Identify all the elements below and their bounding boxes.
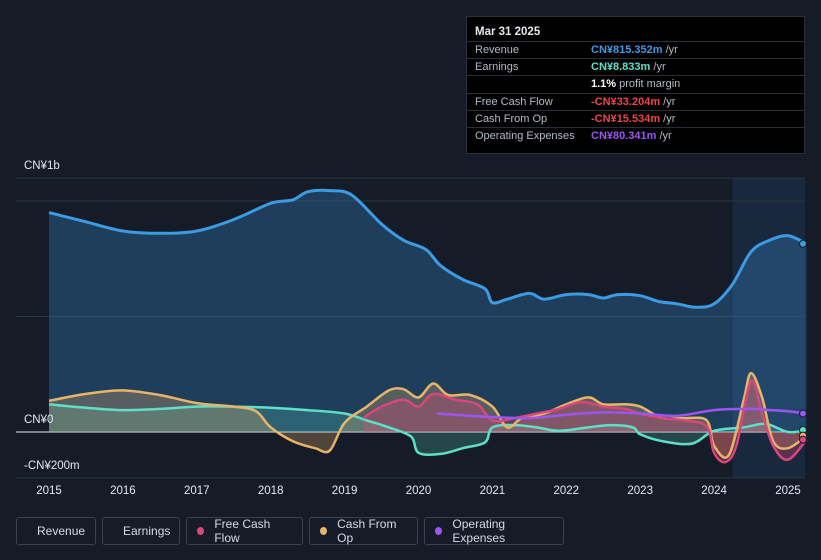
legend-label: Free Cash Flow <box>214 517 271 545</box>
tooltip-row-unit: /yr <box>660 112 676 125</box>
tooltip-row: 1.1% profit margin <box>467 75 804 93</box>
tooltip-row-label: Free Cash Flow <box>475 95 553 108</box>
tooltip-date: Mar 31 2025 <box>475 26 541 38</box>
legend-label: Cash From Op <box>337 517 397 545</box>
x-axis-label: 2021 <box>479 485 506 497</box>
legend-item-free-cash-flow[interactable]: Free Cash Flow <box>186 517 303 545</box>
legend-dot-icon <box>320 527 328 535</box>
x-axis-label: 2024 <box>701 485 727 497</box>
legend-item-cash-from-op[interactable]: Cash From Op <box>309 517 418 545</box>
tooltip-row: Free Cash Flow -CN¥33.204m /yr <box>467 92 804 111</box>
tooltip-row-label: Revenue <box>475 44 520 56</box>
grid-lines <box>16 177 805 479</box>
tooltip-row: Operating Expenses CN¥80.341m /yr <box>467 127 804 145</box>
x-axis-label: 2016 <box>110 485 136 497</box>
series-end-dots <box>799 239 807 444</box>
legend-label: Earnings <box>123 524 171 538</box>
tooltip-row-unit: /yr <box>656 130 672 142</box>
x-axis-label: 2017 <box>184 485 210 497</box>
tooltip-row-value: CN¥80.341m /yr <box>591 130 672 142</box>
x-axis-label: 2022 <box>553 485 580 497</box>
tooltip-row-unit: /yr <box>660 95 676 108</box>
x-axis-label: 2025 <box>775 485 801 497</box>
tooltip-row: Cash From Op -CN¥15.534m /yr <box>467 109 804 128</box>
operating-expenses-end-dot <box>799 409 807 418</box>
revenue-area <box>49 190 807 432</box>
legend-label: Revenue <box>37 524 86 538</box>
tooltip-panel: Mar 31 2025 Revenue CN¥815.352m /yr Earnin… <box>466 16 805 154</box>
tooltip-row-label: Earnings <box>475 61 519 74</box>
tooltip-row-value: CN¥815.352m /yr <box>591 44 678 56</box>
legend-item-revenue[interactable]: Revenue <box>16 517 96 545</box>
revenue-line <box>48 188 808 309</box>
x-axis-label: 2023 <box>627 485 653 497</box>
x-axis-label: 2020 <box>405 485 432 497</box>
x-axis-label: 2018 <box>257 485 284 497</box>
cash-from-op-area <box>49 373 807 458</box>
tooltip-row-value: 1.1% profit margin <box>591 78 681 91</box>
free-cash-flow-area <box>363 380 807 463</box>
legend-item-operating-expenses[interactable]: Operating Expenses <box>424 517 564 545</box>
operating-expenses-line <box>436 407 807 420</box>
y-axis-label: CN¥0 <box>24 414 54 426</box>
revenue-end-dot <box>799 239 807 248</box>
series-areas <box>49 190 807 463</box>
x-axis-label: 2015 <box>36 485 62 497</box>
free-cash-flow-line <box>362 379 808 464</box>
tooltip-row: Revenue CN¥815.352m /yr <box>467 41 804 59</box>
legend-label: Operating Expenses <box>452 517 506 545</box>
x-axis-label: 2019 <box>331 485 358 497</box>
tooltip-row-value: -CN¥33.204m /yr <box>591 95 676 108</box>
tooltip-row-label: Operating Expenses <box>475 130 575 142</box>
tooltip-row-value: CN¥8.833m /yr <box>591 61 666 74</box>
tooltip-row: Earnings CN¥8.833m /yr <box>467 58 804 76</box>
cash-from-op-line <box>48 371 808 459</box>
y-axis-label: -CN¥200m <box>24 460 80 472</box>
free-cash-flow-end-dot <box>799 435 807 444</box>
tooltip-row-unit: /yr <box>662 44 678 56</box>
tooltip-row-value: -CN¥15.534m /yr <box>591 112 676 125</box>
legend-dot-icon <box>197 527 205 535</box>
y-axis-label: CN¥1b <box>24 160 60 172</box>
legend-dot-icon <box>435 527 443 535</box>
legend-item-earnings[interactable]: Earnings <box>102 517 180 545</box>
tooltip-row-label: Cash From Op <box>475 112 548 125</box>
earnings-area <box>49 404 807 455</box>
tooltip-row-unit: /yr <box>650 61 666 74</box>
tooltip-row-unit: profit margin <box>616 78 681 91</box>
series-lines <box>48 188 808 464</box>
